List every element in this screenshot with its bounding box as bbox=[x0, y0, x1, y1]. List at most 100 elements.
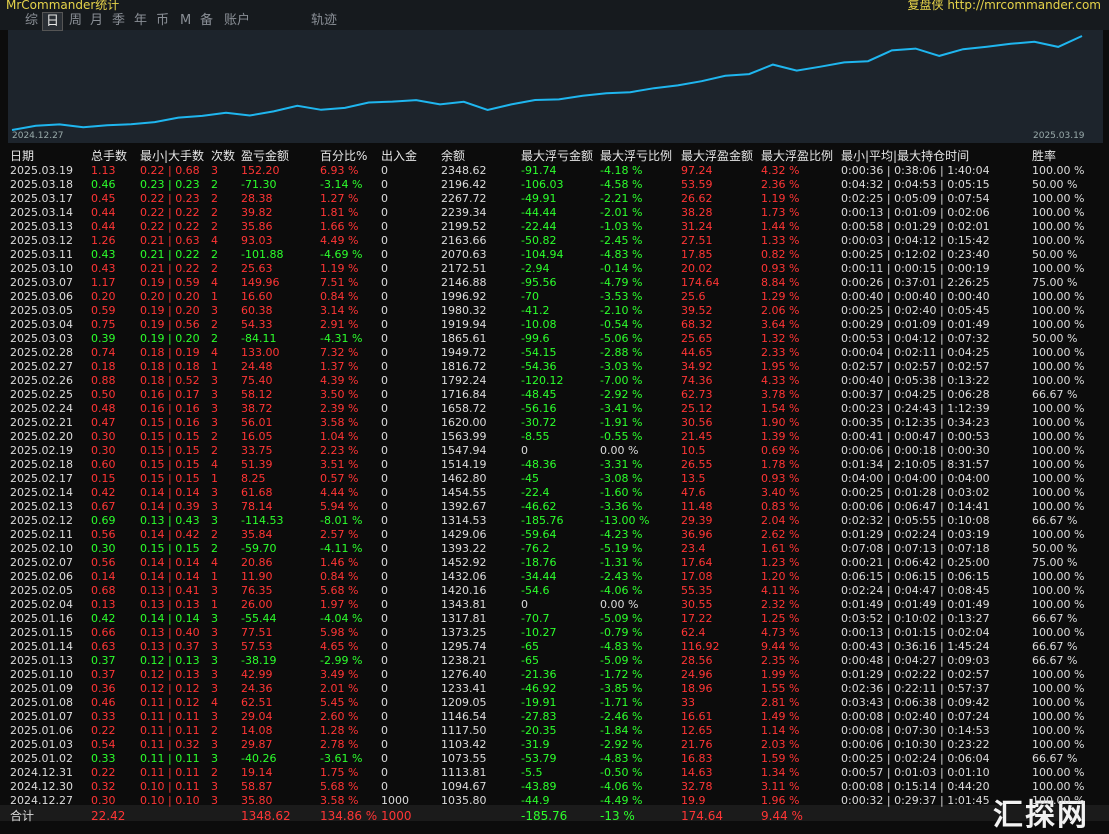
tab[interactable]: 备 bbox=[200, 13, 214, 28]
tab[interactable]: 轨迹 bbox=[311, 13, 338, 28]
table-cell: 1452.92 bbox=[441, 556, 487, 569]
table-cell: 42.99 bbox=[241, 668, 273, 681]
table-cell: -56.16 bbox=[521, 402, 557, 415]
tab[interactable]: 币 bbox=[156, 13, 170, 28]
table-cell: 0.14 | 0.14 bbox=[140, 612, 200, 625]
tab[interactable]: 日 bbox=[42, 12, 64, 31]
table-cell: 0:00:25 | 0:01:28 | 0:03:02 bbox=[841, 486, 990, 499]
table-cell: 100.00 % bbox=[1032, 206, 1085, 219]
table-cell: 1103.42 bbox=[441, 738, 487, 751]
tab[interactable]: 综 bbox=[25, 13, 39, 28]
table-cell: 2024.12.27 bbox=[10, 794, 73, 807]
table-cell: 5.94 % bbox=[320, 500, 359, 513]
top-bar bbox=[0, 0, 1109, 30]
table-cell: 0 bbox=[381, 668, 388, 681]
table-cell: 2025.01.02 bbox=[10, 752, 73, 765]
table-cell: 4 bbox=[211, 276, 218, 289]
table-cell: 0:06:15 | 0:06:15 | 0:06:15 bbox=[841, 570, 990, 583]
table-cell: 0:00:40 | 0:00:40 | 0:00:40 bbox=[841, 290, 990, 303]
table-cell: 68.32 bbox=[681, 318, 713, 331]
table-cell: -0.54 % bbox=[600, 318, 643, 331]
table-cell: 75.00 % bbox=[1032, 276, 1078, 289]
table-cell: 0:00:43 | 0:36:16 | 1:45:24 bbox=[841, 640, 990, 653]
table-cell: 0 bbox=[381, 556, 388, 569]
table-cell: 0.75 bbox=[91, 318, 116, 331]
table-cell: 100.00 % bbox=[1032, 234, 1085, 247]
table-cell: 77.51 bbox=[241, 626, 273, 639]
table-cell: 1.59 % bbox=[761, 752, 800, 765]
table-cell: 2 bbox=[211, 542, 218, 555]
table-cell: -1.84 % bbox=[600, 724, 643, 737]
table-cell: 0.13 | 0.37 bbox=[140, 640, 200, 653]
table-cell: 2199.52 bbox=[441, 220, 487, 233]
tab[interactable]: 周 bbox=[69, 13, 83, 28]
table-cell: 2.39 % bbox=[320, 402, 359, 415]
table-cell: 4.49 % bbox=[320, 234, 359, 247]
table-cell: 34.92 bbox=[681, 360, 713, 373]
tab[interactable]: 季 bbox=[112, 13, 126, 28]
table-cell: 44.65 bbox=[681, 346, 713, 359]
table-cell: -45 bbox=[521, 472, 539, 485]
table-cell: 0.18 | 0.18 bbox=[140, 360, 200, 373]
column-header: 最大浮盈比例 bbox=[761, 149, 834, 163]
table-cell: 25.6 bbox=[681, 290, 706, 303]
table-cell: 2025.01.09 bbox=[10, 682, 73, 695]
table-cell: 61.68 bbox=[241, 486, 273, 499]
table-cell: 0:00:23 | 0:24:43 | 1:12:39 bbox=[841, 402, 990, 415]
tab[interactable]: 年 bbox=[134, 13, 148, 28]
tab[interactable]: 账户 bbox=[224, 13, 251, 28]
table-cell: 17.85 bbox=[681, 248, 713, 261]
table-cell: -31.9 bbox=[521, 738, 550, 751]
table-cell: 1117.50 bbox=[441, 724, 487, 737]
table-cell: 2025.01.06 bbox=[10, 724, 73, 737]
table-cell: 2196.42 bbox=[441, 178, 487, 191]
table-cell: 2025.03.04 bbox=[10, 318, 73, 331]
table-cell: -3.08 % bbox=[600, 472, 643, 485]
table-cell: 3 bbox=[211, 388, 218, 401]
table-cell: -1.71 % bbox=[600, 696, 643, 709]
table-cell: 1238.21 bbox=[441, 654, 487, 667]
table-cell: 2 bbox=[211, 192, 218, 205]
table-cell: 29.04 bbox=[241, 710, 273, 723]
table-cell: -0.14 % bbox=[600, 262, 643, 275]
table-cell: 0.30 bbox=[91, 794, 116, 807]
table-cell: 0.15 bbox=[91, 472, 116, 485]
table-cell: 0.11 | 0.32 bbox=[140, 738, 200, 751]
table-cell: -8.01 % bbox=[320, 514, 363, 527]
table-cell: 0 bbox=[381, 640, 388, 653]
table-cell: 0 bbox=[381, 360, 388, 373]
column-header: 最大浮亏金额 bbox=[521, 149, 594, 163]
table-cell: -13.00 % bbox=[600, 514, 650, 527]
table-cell: 0.11 | 0.11 bbox=[140, 724, 200, 737]
table-cell: 2025.02.04 bbox=[10, 598, 73, 611]
table-cell: 0.18 bbox=[91, 360, 116, 373]
table-cell: 0.15 | 0.15 bbox=[140, 472, 200, 485]
table-cell: 8.25 bbox=[241, 472, 266, 485]
table-cell: -0.50 % bbox=[600, 766, 643, 779]
table-cell: 0.63 bbox=[91, 640, 116, 653]
table-cell: -1.91 % bbox=[600, 416, 643, 429]
table-cell: 0.45 bbox=[91, 192, 116, 205]
table-cell: 0 bbox=[381, 458, 388, 471]
table-cell: 0:02:25 | 0:05:09 | 0:07:54 bbox=[841, 192, 990, 205]
table-cell: 0.19 | 0.59 bbox=[140, 276, 200, 289]
table-cell: 2.78 % bbox=[320, 738, 359, 751]
table-cell: 11.90 bbox=[241, 570, 273, 583]
table-cell: 100.00 % bbox=[1032, 430, 1085, 443]
table-cell: 10.5 bbox=[681, 444, 706, 457]
tab[interactable]: 月 bbox=[90, 13, 104, 28]
table-cell: 2025.02.07 bbox=[10, 556, 73, 569]
table-cell: -34.44 bbox=[521, 570, 557, 583]
table-cell: 3.58 % bbox=[320, 416, 359, 429]
table-cell: 100.00 % bbox=[1032, 290, 1085, 303]
table-cell: -101.88 bbox=[241, 248, 284, 261]
table-cell: 1563.99 bbox=[441, 430, 487, 443]
table-cell: 1392.67 bbox=[441, 500, 487, 513]
table-cell: 51.39 bbox=[241, 458, 273, 471]
tab[interactable]: M bbox=[180, 13, 192, 28]
table-cell: 4.39 % bbox=[320, 374, 359, 387]
table-cell: -4.11 % bbox=[320, 542, 363, 555]
table-cell: 100.00 % bbox=[1032, 682, 1085, 695]
table-cell: 0:00:13 | 0:01:09 | 0:02:06 bbox=[841, 206, 990, 219]
table-cell: 2 bbox=[211, 262, 218, 275]
